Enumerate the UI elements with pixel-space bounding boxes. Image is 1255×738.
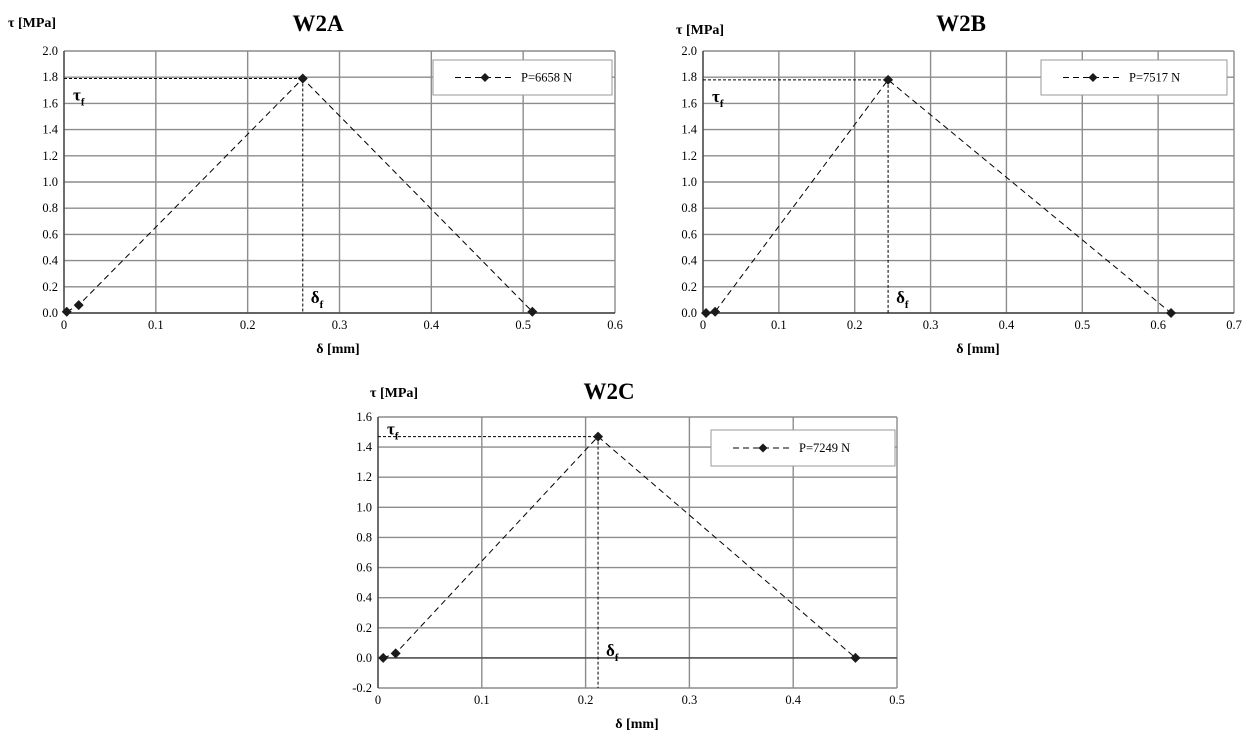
x-tick-label: 0.5 — [515, 318, 531, 332]
y-tick-label: -0.2 — [352, 681, 372, 695]
x-tick-label: 0 — [61, 318, 67, 332]
tau-f-label: τf — [712, 87, 724, 110]
y-axis-title: τ [MPa] — [8, 16, 56, 31]
data-point-marker — [850, 652, 861, 663]
x-tick-label: 0.2 — [240, 318, 256, 332]
y-tick-label: 1.0 — [42, 175, 58, 189]
series-line — [66, 77, 533, 313]
x-tick-label: 0.1 — [474, 693, 490, 707]
data-point-marker — [883, 74, 894, 85]
series-line — [705, 79, 1172, 314]
x-tick-label: 0.4 — [785, 693, 801, 707]
x-tick-label: 0 — [700, 318, 706, 332]
data-point-marker — [710, 306, 721, 317]
x-tick-label: 0.5 — [1074, 318, 1090, 332]
x-tick-label: 0.3 — [923, 318, 939, 332]
x-tick-label: 0 — [375, 693, 381, 707]
y-tick-label: 0.8 — [42, 201, 58, 215]
y-tick-label: 0.0 — [681, 306, 697, 320]
x-tick-label: 0.6 — [607, 318, 623, 332]
data-point-marker — [1166, 308, 1177, 318]
y-tick-label: 0.8 — [681, 201, 697, 215]
legend-marker-swatch — [758, 443, 768, 453]
y-tick-label: 1.2 — [356, 470, 372, 484]
y-tick-label: 0.2 — [42, 280, 58, 294]
x-tick-label: 0.4 — [999, 318, 1015, 332]
y-tick-label: 0.4 — [356, 591, 372, 605]
data-point-marker — [593, 431, 604, 442]
y-tick-label: 0.8 — [356, 530, 372, 544]
y-tick-label: 1.6 — [356, 410, 372, 424]
data-point-marker — [297, 73, 308, 84]
y-tick-label: 1.4 — [42, 123, 58, 137]
x-tick-label: 0.4 — [424, 318, 440, 332]
chart-w2c: -0.2 0.0 0.2 0.4 0.6 0.8 1.0 1.2 1.4 1.6 0 0.1 0.2 0.… — [352, 379, 905, 732]
y-axis-title: τ [MPa] — [370, 386, 418, 401]
legend-marker-swatch — [1088, 73, 1098, 82]
y-tick-label: 1.8 — [681, 70, 697, 84]
data-point-marker — [390, 648, 401, 659]
y-tick-label: 1.2 — [681, 149, 697, 163]
y-tick-label: 1.0 — [356, 500, 372, 514]
tau-f-label: τf — [73, 86, 85, 109]
x-tick-label: 0.2 — [578, 693, 594, 707]
y-tick-label: 0.6 — [356, 561, 372, 575]
data-point-marker — [701, 308, 712, 318]
legend-label: P=7249 N — [799, 441, 850, 455]
series-line — [383, 435, 856, 659]
y-tick-label: 0.4 — [42, 254, 58, 268]
chart-title: W2A — [292, 11, 344, 36]
y-tick-label: 2.0 — [681, 44, 697, 58]
tau-f-label: τf — [387, 420, 399, 443]
data-point-marker — [527, 306, 538, 317]
x-tick-label: 0.5 — [889, 693, 905, 707]
chart-title: W2B — [936, 11, 986, 36]
data-point-marker — [378, 652, 389, 663]
x-tick-label: 0.6 — [1150, 318, 1166, 332]
legend: P=6658 N — [432, 59, 613, 96]
y-tick-label: 1.8 — [42, 70, 58, 84]
chart-title: W2C — [583, 379, 634, 404]
y-tick-label: 0.2 — [681, 280, 697, 294]
data-point-marker — [61, 306, 72, 317]
y-tick-label: 0.4 — [681, 254, 697, 268]
x-tick-label: 0.2 — [847, 318, 863, 332]
legend: P=7517 N — [1040, 59, 1228, 96]
legend-label: P=7517 N — [1129, 71, 1180, 85]
chart-w2a: 0.0 0.2 0.4 0.6 0.8 1.0 1.2 1.4 1.6 1.8 2.0 0 0.1 0.2… — [8, 11, 623, 357]
legend: P=7249 N — [710, 429, 896, 467]
y-tick-label: 1.6 — [681, 96, 697, 110]
y-tick-label: 0.6 — [681, 227, 697, 241]
chart-w2b: 0.0 0.2 0.4 0.6 0.8 1.0 1.2 1.4 1.6 1.8 2.0 0 0.1 0.2… — [676, 11, 1242, 357]
y-tick-label: 1.4 — [356, 440, 372, 454]
y-tick-label: 0.6 — [42, 227, 58, 241]
y-tick-label: 0.2 — [356, 621, 372, 635]
y-axis-title: τ [MPa] — [676, 23, 724, 38]
data-point-marker — [73, 300, 84, 311]
delta-f-label: δf — [896, 288, 909, 311]
x-tick-label: 0.1 — [148, 318, 164, 332]
legend-marker-swatch — [480, 73, 490, 82]
delta-f-label: δf — [606, 641, 619, 664]
y-tick-label: 1.4 — [681, 123, 697, 137]
legend-box — [710, 429, 896, 467]
y-tick-label: 1.0 — [681, 175, 697, 189]
x-tick-label: 0.3 — [682, 693, 698, 707]
delta-f-label: δf — [311, 288, 324, 311]
x-tick-label: 0.7 — [1226, 318, 1242, 332]
y-tick-label: 0.0 — [42, 306, 58, 320]
x-tick-label: 0.1 — [771, 318, 787, 332]
y-tick-label: 2.0 — [42, 44, 58, 58]
legend-box — [432, 59, 613, 96]
x-axis-title: δ [mm] — [615, 717, 658, 732]
y-tick-label: 0.0 — [356, 651, 372, 665]
x-tick-label: 0.3 — [332, 318, 348, 332]
legend-label: P=6658 N — [521, 71, 572, 85]
y-tick-label: 1.6 — [42, 96, 58, 110]
legend-box — [1040, 59, 1228, 96]
y-tick-label: 1.2 — [42, 149, 58, 163]
x-axis-title: δ [mm] — [956, 342, 999, 357]
x-axis-title: δ [mm] — [316, 342, 359, 357]
